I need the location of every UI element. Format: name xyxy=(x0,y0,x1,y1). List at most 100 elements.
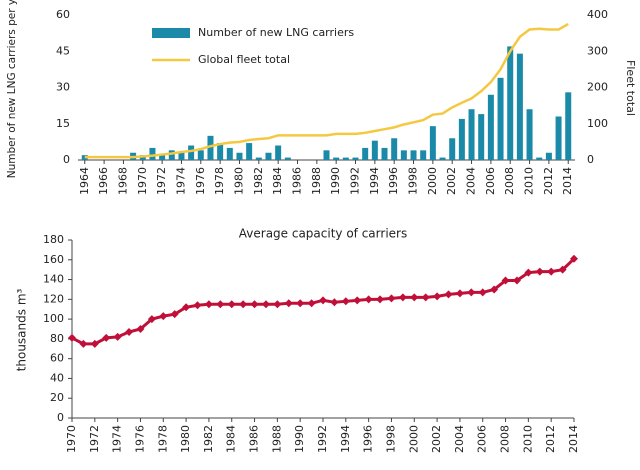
bar xyxy=(352,157,359,160)
y-tick-label: 100 xyxy=(43,312,64,325)
bar xyxy=(381,147,388,160)
x-tick-label: 1970 xyxy=(136,167,149,195)
bar xyxy=(342,157,349,160)
marker xyxy=(113,332,122,341)
chart-title: Average capacity of carriers xyxy=(239,227,407,241)
bar xyxy=(391,138,398,160)
x-tick-label: 1980 xyxy=(179,425,192,453)
marker xyxy=(524,268,533,277)
bar xyxy=(516,53,523,160)
bar xyxy=(439,157,446,160)
x-tick-label: 1982 xyxy=(252,167,265,195)
y-tick-label: 180 xyxy=(43,233,64,246)
x-tick-label: 1990 xyxy=(293,425,306,453)
marker xyxy=(341,297,350,306)
x-tick-label: 1976 xyxy=(194,167,207,195)
y-tick-label: 15 xyxy=(56,117,70,130)
marker xyxy=(284,299,293,308)
bar xyxy=(168,150,175,160)
marker xyxy=(410,293,419,302)
x-tick-label: 1980 xyxy=(232,167,245,195)
marker xyxy=(330,298,339,307)
bar xyxy=(159,155,166,160)
x-tick-label: 1992 xyxy=(349,167,362,195)
legend-key xyxy=(152,28,190,38)
marker xyxy=(182,303,191,312)
marker xyxy=(261,300,270,309)
x-tick-label: 1974 xyxy=(111,425,124,453)
bar xyxy=(197,150,204,160)
bar xyxy=(497,77,504,160)
marker xyxy=(501,276,510,285)
x-tick-label: 1966 xyxy=(97,167,110,195)
bar xyxy=(555,116,562,160)
x-tick-label: 1978 xyxy=(213,167,226,195)
x-tick-label: 1988 xyxy=(310,167,323,195)
x-tick-label: 1974 xyxy=(174,167,187,195)
x-tick-label: 2014 xyxy=(567,425,580,453)
bar xyxy=(188,145,195,160)
y-tick-label: 60 xyxy=(50,352,64,365)
x-tick-label: 2006 xyxy=(484,167,497,195)
bar xyxy=(371,140,378,160)
x-tick-label: 1986 xyxy=(248,425,261,453)
bar xyxy=(217,143,224,160)
bar xyxy=(458,118,465,160)
x-tick-label: 1984 xyxy=(271,167,284,195)
bar xyxy=(207,135,214,160)
marker xyxy=(490,285,499,294)
marker xyxy=(79,339,88,348)
bar xyxy=(255,157,262,160)
marker xyxy=(467,288,476,297)
marker xyxy=(512,276,521,285)
y-axis-label: thousands m³ xyxy=(15,288,29,371)
bar xyxy=(507,46,514,160)
x-tick-label: 1986 xyxy=(290,167,303,195)
marker xyxy=(159,312,168,321)
y-tick-label: 60 xyxy=(56,8,70,21)
x-tick-label: 2004 xyxy=(465,167,478,195)
x-tick-label: 1996 xyxy=(387,167,400,195)
y-tick-label: 20 xyxy=(50,391,64,404)
marker xyxy=(170,310,179,319)
marker xyxy=(387,294,396,303)
x-tick-label: 1990 xyxy=(329,167,342,195)
x-tick-label: 1988 xyxy=(270,425,283,453)
marker xyxy=(90,339,99,348)
x-tick-label: 1968 xyxy=(116,167,129,195)
bar xyxy=(565,92,572,160)
bar xyxy=(420,150,427,160)
marker xyxy=(102,333,111,342)
y2-axis-label: Fleet total xyxy=(624,60,637,116)
x-tick-label: 1964 xyxy=(78,167,91,195)
y2-tick-label: 300 xyxy=(587,44,608,57)
marker xyxy=(535,267,544,276)
y-tick-label: 40 xyxy=(50,371,64,384)
x-tick-label: 1992 xyxy=(316,425,329,453)
y-tick-label: 0 xyxy=(63,153,70,166)
x-tick-label: 2006 xyxy=(476,425,489,453)
x-tick-label: 2002 xyxy=(445,167,458,195)
bar xyxy=(487,94,494,160)
bar xyxy=(526,109,533,160)
bar xyxy=(362,147,369,160)
bar xyxy=(545,152,552,160)
marker xyxy=(478,288,487,297)
marker xyxy=(433,292,442,301)
marker xyxy=(125,327,134,336)
x-tick-label: 2004 xyxy=(453,425,466,453)
x-tick-label: 1994 xyxy=(368,167,381,195)
marker xyxy=(250,300,259,309)
y-tick-label: 160 xyxy=(43,253,64,266)
x-tick-label: 1982 xyxy=(202,425,215,453)
x-tick-label: 1984 xyxy=(225,425,238,453)
line xyxy=(84,22,569,159)
x-tick-label: 1972 xyxy=(155,167,168,195)
x-tick-label: 2000 xyxy=(407,425,420,453)
x-tick-label: 1996 xyxy=(362,425,375,453)
bar xyxy=(275,145,282,160)
bar xyxy=(400,150,407,160)
bar xyxy=(478,114,485,160)
x-tick-label: 1978 xyxy=(156,425,169,453)
